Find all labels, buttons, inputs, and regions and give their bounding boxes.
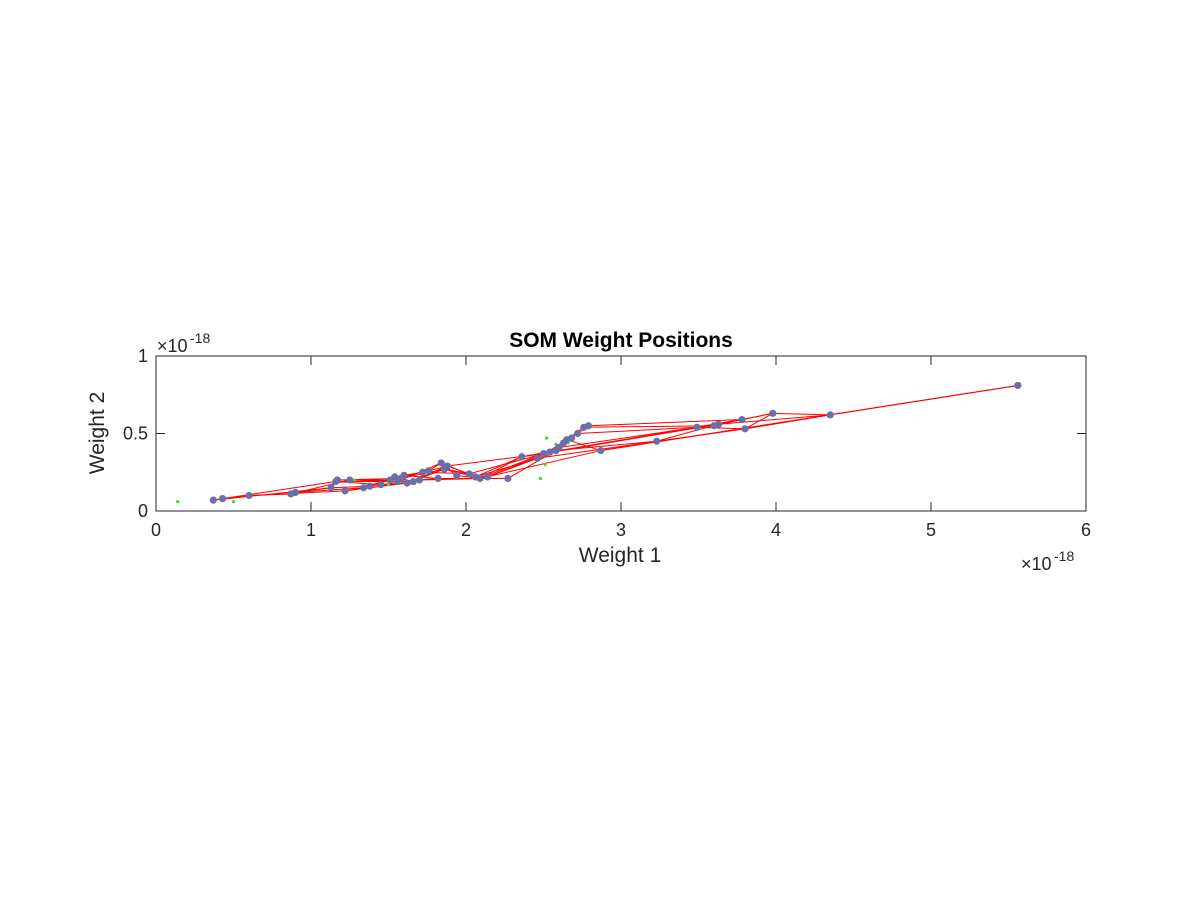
neuron-link [772,412,831,416]
x-tick-label: 4 [771,520,781,540]
neuron-point [377,481,385,489]
input-point [545,436,549,440]
neuron-point [434,474,442,483]
y-tick-label: 0.5 [123,424,148,444]
neuron-point [653,437,661,445]
neuron-point [504,474,512,483]
neuron-link [447,453,544,467]
neuron-point [769,409,777,417]
input-point [538,476,543,481]
neuron-link [577,426,697,434]
neuron-point [291,488,300,496]
neuron-link [588,419,742,427]
neuron-point [437,459,445,467]
neuron-point [574,429,582,438]
neuron-points [209,381,1022,504]
y-exponent-multiplier: ×10 [157,336,188,356]
y-tick-label: 0 [138,501,148,521]
neuron-link [718,414,831,425]
neuron-point [245,491,253,500]
neuron-link [487,457,538,478]
input-point [176,500,180,504]
x-axis-label: Weight 1 [579,544,662,567]
neuron-point [400,471,408,479]
input-point [231,500,236,504]
input-point [543,462,547,467]
neuron-point [341,487,349,495]
neuron-point [453,471,461,479]
neuron-point [597,446,605,455]
y-axis-label: Weight 2 [86,392,109,475]
y-exponent-power: -18 [190,330,210,346]
neuron-point [443,462,451,470]
neuron-point [476,474,484,483]
neuron-point [415,476,424,484]
neuron-link [213,487,332,501]
y-axis-ticks: 00.51 [123,346,1086,521]
neuron-link [479,450,601,479]
input-point [352,478,356,482]
neuron-point [484,473,492,481]
input-point [386,483,391,487]
neuron-link [475,456,522,478]
neuron-point [567,434,576,442]
neuron-link [583,425,715,428]
x-tick-label: 5 [926,520,936,540]
neuron-point [555,443,563,452]
neuron-point [327,484,335,492]
neuron-point [333,476,341,484]
neuron-point [465,470,473,478]
neuron-point [539,450,548,458]
neuron-point [419,468,427,476]
neuron-point [518,453,526,461]
neuron-link [543,423,719,455]
neuron-point [209,496,217,504]
neuron-point [1014,381,1022,390]
x-tick-label: 2 [461,520,471,540]
neuron-point [738,415,746,424]
neuron-link [744,412,774,430]
neuron-link [600,414,831,452]
y-axis-exponent: ×10 -18 [157,330,210,356]
y-tick-label: 1 [138,346,148,366]
chart-title: SOM Weight Positions [509,329,733,352]
x-tick-label: 0 [151,520,161,540]
x-axis-exponent: ×10 -18 [1021,548,1074,574]
neuron-point [546,448,554,456]
x-axis-ticks: 0 1 2 3 4 5 6 [151,356,1091,540]
neuron-point [366,482,374,490]
neuron-link [656,423,719,442]
neuron-point [409,477,417,486]
neuron-point [403,479,411,487]
x-tick-label: 1 [306,520,316,540]
neuron-point [533,454,541,462]
neuron-point [715,420,723,428]
x-tick-label: 6 [1081,520,1091,540]
x-tick-label: 3 [616,520,626,540]
neuron-point [360,484,368,492]
neuron-point [425,467,433,475]
neuron-point [693,423,701,431]
neuron-point [346,476,354,484]
neuron-point [584,422,593,430]
neuron-point [826,411,834,419]
neuron-point [219,495,227,503]
x-exponent-multiplier: ×10 [1021,554,1052,574]
neuron-link [222,481,336,500]
x-exponent-power: -18 [1054,548,1074,564]
neuron-point [741,425,749,433]
